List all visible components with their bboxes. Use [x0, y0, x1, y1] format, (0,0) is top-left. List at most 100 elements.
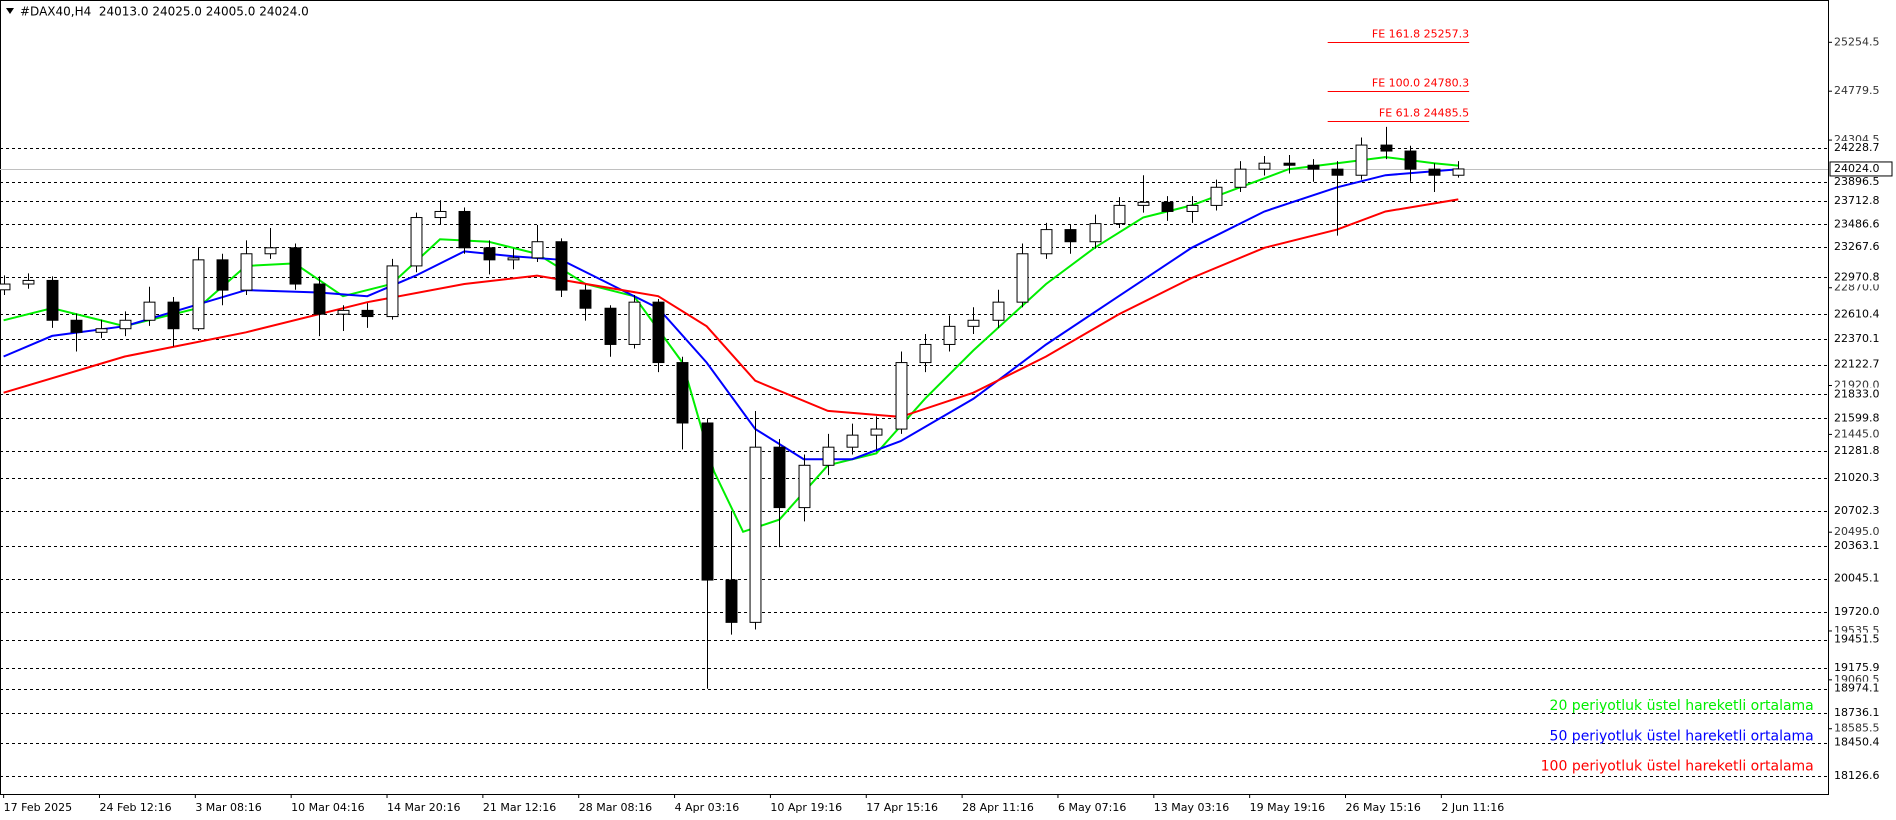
candle-body: [1161, 201, 1174, 212]
level-label-box: [1830, 357, 1892, 372]
candle-body: [216, 259, 229, 291]
candle-body: [1089, 223, 1102, 243]
candle-body: [1186, 204, 1199, 212]
x-tick-label: 28 Apr 11:16: [962, 801, 1034, 814]
x-tick-label: 10 Apr 19:16: [770, 801, 842, 814]
legend-entry: 100 periyotluk üstel hareketli ortalama: [1541, 759, 1814, 775]
candle-body: [895, 362, 908, 430]
x-tick-label: 19 May 19:16: [1250, 801, 1325, 814]
fibo-label: FE 161.8 25257.3: [1372, 28, 1469, 41]
level-label: 21020.3: [1834, 471, 1880, 484]
menu-arrow[interactable]: [6, 8, 14, 14]
x-tick-label: 17 Feb 2025: [4, 801, 72, 814]
candle-body: [361, 309, 374, 318]
level-label-box: [1830, 503, 1892, 518]
level-label: 19451.5: [1834, 633, 1880, 646]
candle-body: [531, 241, 544, 259]
candle-body: [798, 464, 811, 509]
y-tick-label: 24779.5: [1834, 84, 1880, 97]
level-label: 20045.1: [1834, 572, 1880, 585]
candle-body: [22, 279, 35, 285]
y-tick-label: 21445.0: [1834, 427, 1880, 440]
candle-body: [579, 289, 592, 309]
candle-body: [386, 265, 399, 318]
candle-body: [1404, 150, 1417, 170]
candle-body: [458, 210, 471, 249]
fibo-label: FE 61.8 24485.5: [1379, 107, 1469, 120]
candle-body: [676, 362, 689, 424]
level-label-box: [1830, 444, 1892, 459]
candle-body: [70, 319, 83, 333]
level-label: 18974.1: [1834, 682, 1880, 695]
candle-body: [1210, 186, 1223, 206]
last-price-label-box: [1829, 161, 1893, 177]
candle-body: [870, 428, 883, 436]
level-label: 22122.7: [1834, 358, 1880, 371]
level-label-box: [1830, 270, 1892, 285]
candle-body: [434, 210, 447, 219]
candle-body: [992, 301, 1005, 321]
level-label-box: [1830, 217, 1892, 232]
candle-body: [95, 328, 108, 333]
level-label-box: [1830, 660, 1892, 675]
candle-body: [555, 241, 568, 291]
level-label-box: [1830, 193, 1892, 208]
candle-body: [1355, 144, 1368, 176]
level-label: 21281.8: [1834, 444, 1880, 457]
candle-body: [725, 579, 738, 623]
candle-body: [192, 259, 205, 330]
x-tick-label: 21 Mar 12:16: [483, 801, 556, 814]
candle-body: [846, 434, 859, 448]
level-label-box: [1830, 571, 1892, 586]
level-label: 24228.7: [1834, 141, 1880, 154]
candle-body: [507, 257, 520, 261]
level-label-box: [1830, 632, 1892, 647]
y-tick-label: 20495.0: [1834, 525, 1880, 538]
candle-body: [773, 446, 786, 509]
level-label-box: [1830, 471, 1892, 486]
candle-body: [604, 307, 617, 345]
candle-body: [628, 301, 641, 345]
level-label-box: [1830, 538, 1892, 553]
candle-body: [167, 301, 180, 330]
candle-body: [822, 446, 835, 466]
candle-body: [1064, 229, 1077, 243]
x-tick-label: 6 May 07:16: [1058, 801, 1126, 814]
candle-body: [1234, 168, 1247, 188]
x-tick-label: 28 Mar 08:16: [579, 801, 652, 814]
level-label-box: [1830, 175, 1892, 190]
level-label: 23267.6: [1834, 240, 1880, 253]
x-tick-label: 26 May 15:16: [1345, 801, 1420, 814]
candle-body: [313, 283, 326, 315]
level-label-box: [1830, 140, 1892, 155]
level-label: 23896.5: [1834, 175, 1880, 188]
x-tick-label: 13 May 03:16: [1154, 801, 1229, 814]
level-label: 21833.0: [1834, 387, 1880, 400]
candle-body: [0, 283, 11, 291]
level-label-box: [1830, 768, 1892, 783]
x-tick-label: 3 Mar 08:16: [195, 801, 261, 814]
x-tick-label: 2 Jun 11:16: [1441, 801, 1504, 814]
candle-body: [1016, 253, 1029, 303]
candle-body: [1040, 229, 1053, 255]
candle-body: [410, 217, 423, 267]
candle-body: [119, 319, 132, 330]
candle-body: [1283, 162, 1296, 166]
x-tick-label: 10 Mar 04:16: [291, 801, 364, 814]
level-label: 19720.0: [1834, 605, 1880, 618]
candle-body: [143, 301, 156, 321]
fibo-label: FE 100.0 24780.3: [1372, 77, 1469, 90]
level-label: 23712.8: [1834, 194, 1880, 207]
level-label: 20702.3: [1834, 504, 1880, 517]
candle-body: [967, 319, 980, 327]
level-label: 23486.6: [1834, 217, 1880, 230]
candle-body: [919, 343, 932, 364]
level-label: 18126.6: [1834, 769, 1880, 782]
level-label: 21599.8: [1834, 411, 1880, 424]
candle-body: [264, 247, 277, 255]
last-price-label: 24024.0: [1834, 162, 1880, 175]
candle-body: [1307, 164, 1320, 170]
level-label: 19175.9: [1834, 661, 1880, 674]
legend-entry: 50 periyotluk üstel hareketli ortalama: [1550, 728, 1814, 744]
